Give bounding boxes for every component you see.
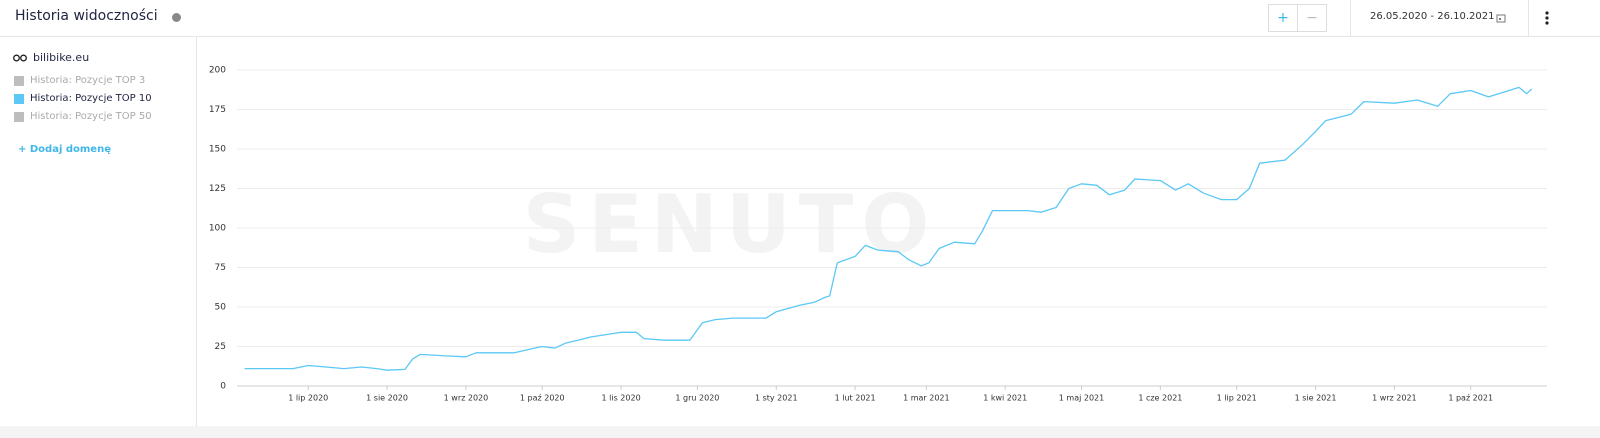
add-domain-button[interactable]: + Dodaj domenę <box>18 144 111 155</box>
header: Historia widoczności + − 26.05.2020 - 26… <box>0 0 1600 37</box>
y-tick-label: 125 <box>209 184 226 194</box>
legend-label: Historia: Pozycje TOP 3 <box>30 75 146 86</box>
legend-swatch <box>14 111 24 122</box>
x-tick-label: 1 wrz 2021 <box>1372 394 1417 403</box>
line-series <box>244 86 1533 371</box>
legend-label: Historia: Pozycje TOP 10 <box>30 93 152 104</box>
x-tick-label: 1 kwi 2021 <box>983 394 1027 403</box>
legend-label: Historia: Pozycje TOP 50 <box>30 111 152 122</box>
x-tick-label: 1 gru 2020 <box>675 394 719 403</box>
y-tick-label: 200 <box>209 66 226 76</box>
legend-item[interactable]: Historia: Pozycje TOP 3 <box>14 75 145 86</box>
menu-icon[interactable] <box>1544 10 1550 26</box>
zoom-in-button[interactable]: + <box>1268 4 1298 32</box>
x-tick-label: 1 lip 2021 <box>1217 394 1257 403</box>
sidebar: bilibike.eu Historia: Pozycje TOP 3 Histo… <box>0 37 197 426</box>
x-tick-label: 1 lis 2020 <box>602 394 641 403</box>
x-tick-label: 1 wrz 2020 <box>444 394 489 403</box>
separator <box>1528 0 1529 37</box>
x-tick-label: 1 sty 2021 <box>755 394 798 403</box>
legend-swatch <box>14 93 24 104</box>
y-tick-label: 75 <box>215 263 226 273</box>
y-tick-label: 175 <box>209 105 226 115</box>
x-tick-label: 1 paź 2020 <box>520 394 565 403</box>
legend-swatch <box>14 75 24 86</box>
legend-item[interactable]: Historia: Pozycje TOP 10 <box>14 93 152 104</box>
domain-icon <box>13 54 27 62</box>
x-tick-label: 1 mar 2021 <box>903 394 950 403</box>
info-icon[interactable] <box>172 13 181 22</box>
watermark: SENUTO <box>523 178 938 271</box>
x-tick-label: 1 maj 2021 <box>1059 394 1104 403</box>
y-tick-label: 150 <box>209 145 226 155</box>
separator <box>1350 0 1351 37</box>
date-range[interactable]: 26.05.2020 - 26.10.2021 <box>1370 11 1495 22</box>
domain-name: bilibike.eu <box>33 51 90 64</box>
y-tick-label: 100 <box>209 224 226 234</box>
legend-item[interactable]: Historia: Pozycje TOP 50 <box>14 111 152 122</box>
zoom-out-button[interactable]: − <box>1297 4 1327 32</box>
x-tick-label: 1 paź 2021 <box>1448 394 1493 403</box>
x-tick-label: 1 cze 2021 <box>1138 394 1182 403</box>
x-tick-label: 1 lut 2021 <box>835 394 876 403</box>
y-tick-label: 0 <box>220 382 226 392</box>
chart: SENUTO 0 25 50 75 100 125 150 175 200 1 lip 2020 1… <box>209 66 1547 403</box>
x-tick-label: 1 lip 2020 <box>288 394 328 403</box>
y-tick-label: 50 <box>215 303 227 313</box>
y-tick-label: 25 <box>215 342 226 352</box>
title: Historia widoczności <box>15 8 158 24</box>
x-tick-label: 1 sie 2020 <box>366 394 408 403</box>
footer-strip <box>0 426 1600 438</box>
calendar-icon[interactable] <box>1496 13 1506 23</box>
x-tick-label: 1 sie 2021 <box>1295 394 1337 403</box>
